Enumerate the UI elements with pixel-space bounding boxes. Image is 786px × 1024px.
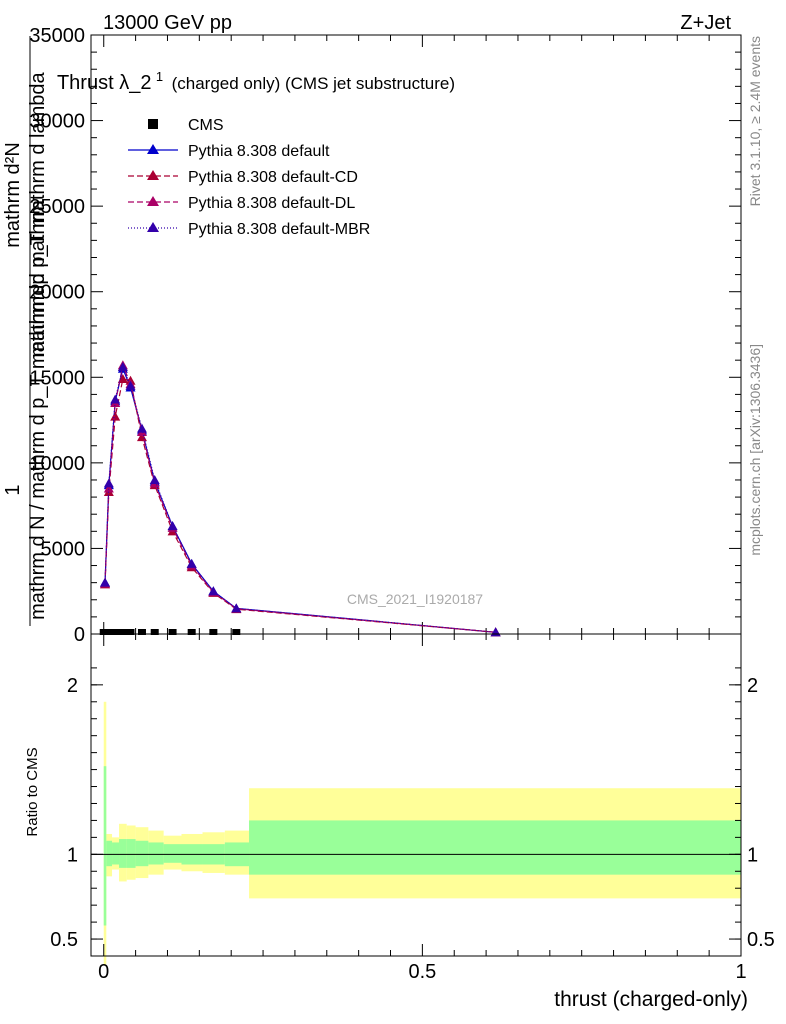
y-axis-label-line4: mathrm d N / mathrm d p_T mathrm dp math… [27,200,49,620]
x-tick-label: 0 [98,961,109,983]
y-axis-label-line2: mathrm d p_T mathrm d lambda [27,71,49,357]
series-marker [103,483,114,493]
legend-label: Pythia 8.308 default-CD [188,169,358,186]
x-tick-label: 0.5 [408,961,436,983]
legend-marker-square [148,119,158,129]
analysis-watermark: CMS_2021_I1920187 [347,591,483,607]
ratio-y-tick-label: 1 [67,844,78,866]
ratio-inner-band [119,839,127,868]
y-tick-label: 25000 [29,196,85,218]
header-energy: 13000 GeV pp [103,12,232,34]
cms-data-point [99,629,108,635]
series-marker [208,586,219,596]
ratio-axis-ticks: 0.5 0.51 12 20 0.5 1 [50,634,775,983]
legend-item: Pythia 8.308 default [128,143,330,160]
x-tick-label: 1 [735,961,746,983]
legend-item: Pythia 8.308 default-DL [128,195,355,212]
legend-marker-triangle [147,222,159,232]
legend-marker-triangle [147,170,159,180]
plot-title-superscript: 1 [156,69,163,84]
y-axis-label-line3: 1 [2,484,24,495]
y-axis-label: mathrm d²N mathrm d p_T mathrm d lambda … [2,36,49,626]
series-marker [117,362,128,372]
legend-label: Pythia 8.308 default-MBR [188,221,370,238]
legend: CMS Pythia 8.308 default Pythia 8.308 defa… [128,117,370,238]
plot-title: Thrust λ_2 1 (charged only) (CMS jet sub… [57,68,455,94]
y-tick-label: 5000 [41,538,86,560]
legend-item: Pythia 8.308 default-CD [128,169,358,186]
ratio-plot-frame [90,633,742,957]
legend-item: CMS [148,117,224,134]
ratio-y-label: Ratio to CMS [24,747,41,836]
cms-data-point [111,629,120,635]
legend-item: Pythia 8.308 default-MBR [128,221,370,238]
series-marker [231,603,242,613]
series-marker [186,558,197,568]
cms-data-point [187,629,196,635]
series-marker [110,394,121,404]
cms-data-point [104,629,113,635]
y-tick-label: 35000 [29,25,85,47]
legend-label: CMS [188,117,224,134]
y-tick-label: 0 [74,624,85,646]
cms-data-point [126,629,135,635]
series-marker [136,432,147,442]
x-axis-label: thrust (charged-only) [554,988,748,1011]
header-process: Z+Jet [680,12,731,34]
ratio-y-tick-label-right: 1 [747,844,758,866]
y-tick-label: 10000 [29,453,85,475]
mcplots-label: mcplots.cern.ch [arXiv:1306.3436] [747,344,763,556]
y-tick-label: 20000 [29,282,85,304]
rivet-label: Rivet 3.1.10, ≥ 2.4M events [747,36,763,206]
series-marker [149,474,160,484]
cms-data-point [232,629,241,635]
cms-data-point [118,629,127,635]
y-axis-label-line1: mathrm d²N [2,142,24,248]
series-marker [136,423,147,433]
cms-data-point [137,629,146,635]
series-marker [125,380,136,390]
legend-label: Pythia 8.308 default [188,143,330,160]
cms-data-point [168,629,177,635]
series-marker [103,478,114,488]
ratio-y-tick-label: 2 [67,675,78,697]
series-marker [100,577,111,587]
main-axis-ticks: 0 5000 10000 15000 20000 25000 30000 35000 [29,25,742,646]
ratio-inner-band [106,840,113,867]
legend-marker-triangle [147,144,159,154]
y-tick-label: 15000 [29,367,85,389]
legend-marker-triangle [147,196,159,206]
legend-label: Pythia 8.308 default-DL [188,195,355,212]
ratio-y-tick-label-right: 0.5 [747,929,775,951]
ratio-bands [91,701,741,965]
ratio-inner-band [135,840,149,867]
plot-title-main: Thrust λ_2 [57,72,151,94]
series-marker [167,521,178,531]
ratio-inner-band [163,844,182,863]
y-tick-label: 30000 [29,111,85,133]
plot-title-suffix: (charged only) (CMS jet substructure) [172,74,455,93]
ratio-inner-band [148,842,164,865]
series-marker [117,373,128,383]
ratio-y-tick-label-right: 2 [747,675,758,697]
ratio-y-tick-label: 0.5 [50,929,78,951]
ratio-inner-band [103,766,107,926]
series-marker [110,411,121,421]
cms-data-point [209,629,218,635]
ratio-inner-band [126,839,136,868]
cms-data-point [150,629,159,635]
ratio-inner-band [249,820,741,875]
ratio-inner-band [112,842,120,865]
